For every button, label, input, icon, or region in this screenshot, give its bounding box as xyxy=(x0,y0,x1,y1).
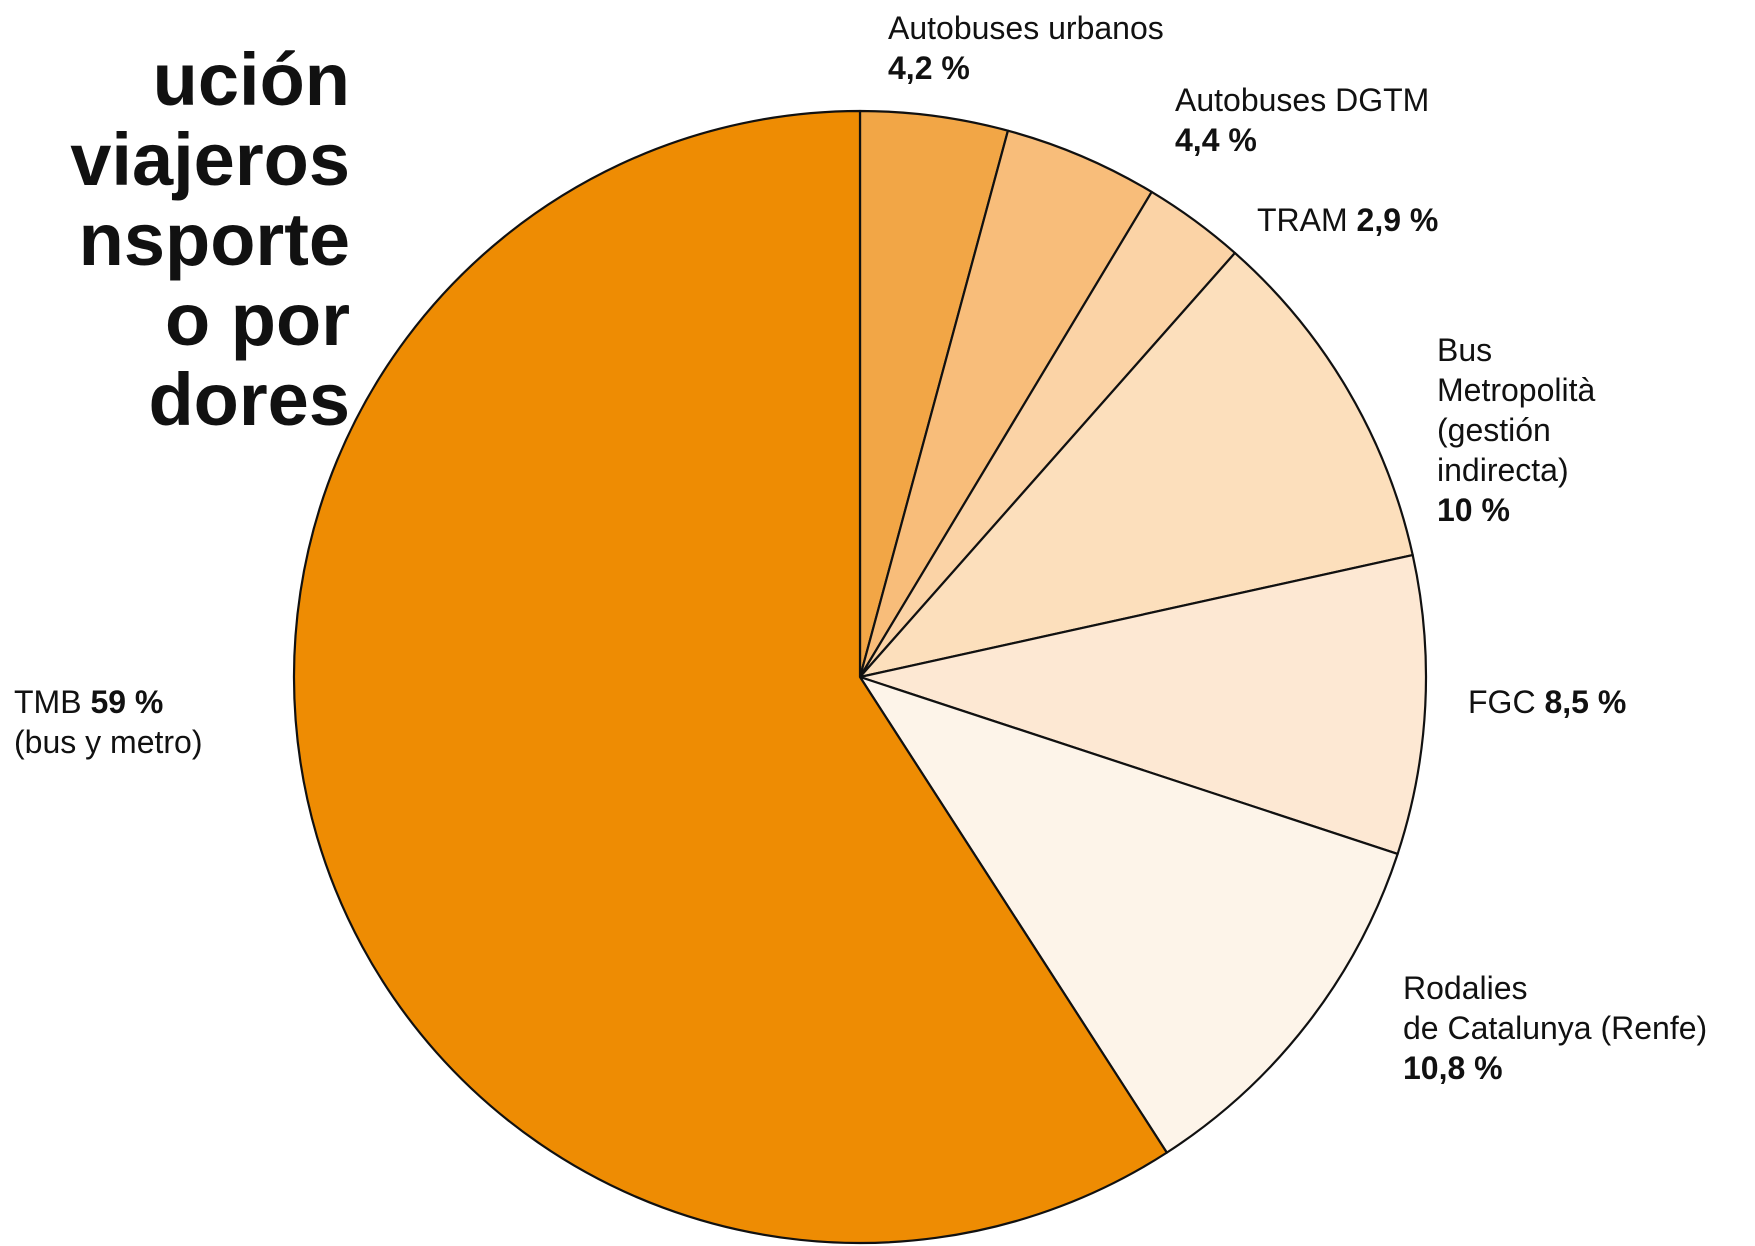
label-name: TRAM xyxy=(1257,202,1348,238)
label-name: TMB xyxy=(14,684,82,720)
pie-slice-fgc xyxy=(858,553,1428,856)
label-name: indirecta) xyxy=(1437,452,1569,488)
label-rodalies: Rodalies de Catalunya (Renfe) 10,8 % xyxy=(1403,968,1707,1088)
label-value: 8,5 % xyxy=(1544,684,1627,720)
label-value: 4,4 % xyxy=(1175,122,1257,158)
label-name: Autobuses urbanos xyxy=(888,10,1164,46)
label-autobuses-urbanos: Autobuses urbanos 4,2 % xyxy=(888,8,1164,88)
label-name: de Catalunya (Renfe) xyxy=(1403,1010,1708,1046)
title-line-2: viajeros xyxy=(70,118,350,201)
label-name: Bus xyxy=(1437,332,1493,368)
label-autobuses-dgtm: Autobuses DGTM 4,4 % xyxy=(1175,80,1429,160)
title-line-1: ución xyxy=(152,38,350,121)
label-name: (gestión xyxy=(1437,412,1551,448)
pie-slice-tmb xyxy=(292,109,1168,1245)
label-tram: TRAM 2,9 % xyxy=(1257,200,1438,240)
label-name: Rodalies xyxy=(1403,970,1528,1006)
label-value: 4,2 % xyxy=(888,50,970,86)
label-name: Autobuses DGTM xyxy=(1175,82,1430,118)
label-value: 10,8 % xyxy=(1403,1050,1503,1086)
label-tmb: TMB 59 % (bus y metro) xyxy=(14,682,202,762)
label-value: 10 % xyxy=(1437,492,1510,528)
title-line-4: o por xyxy=(165,278,350,361)
title-line-3: nsporte xyxy=(78,198,350,281)
label-name: Metropolità xyxy=(1437,372,1596,408)
label-value: 2,9 % xyxy=(1356,202,1439,238)
pie-slice-bus xyxy=(858,251,1414,679)
label-extra: (bus y metro) xyxy=(14,724,203,760)
pie-slice-rodalies xyxy=(858,675,1399,1154)
chart-title: ución viajeros nsporte o por dores xyxy=(0,40,350,440)
label-fgc: FGC 8,5 % xyxy=(1468,682,1626,722)
title-line-5: dores xyxy=(148,358,350,441)
label-bus-metropolita: Bus Metropolità (gestión indirecta) 10 % xyxy=(1437,330,1595,530)
label-name: FGC xyxy=(1468,684,1536,720)
label-value: 59 % xyxy=(90,684,164,720)
